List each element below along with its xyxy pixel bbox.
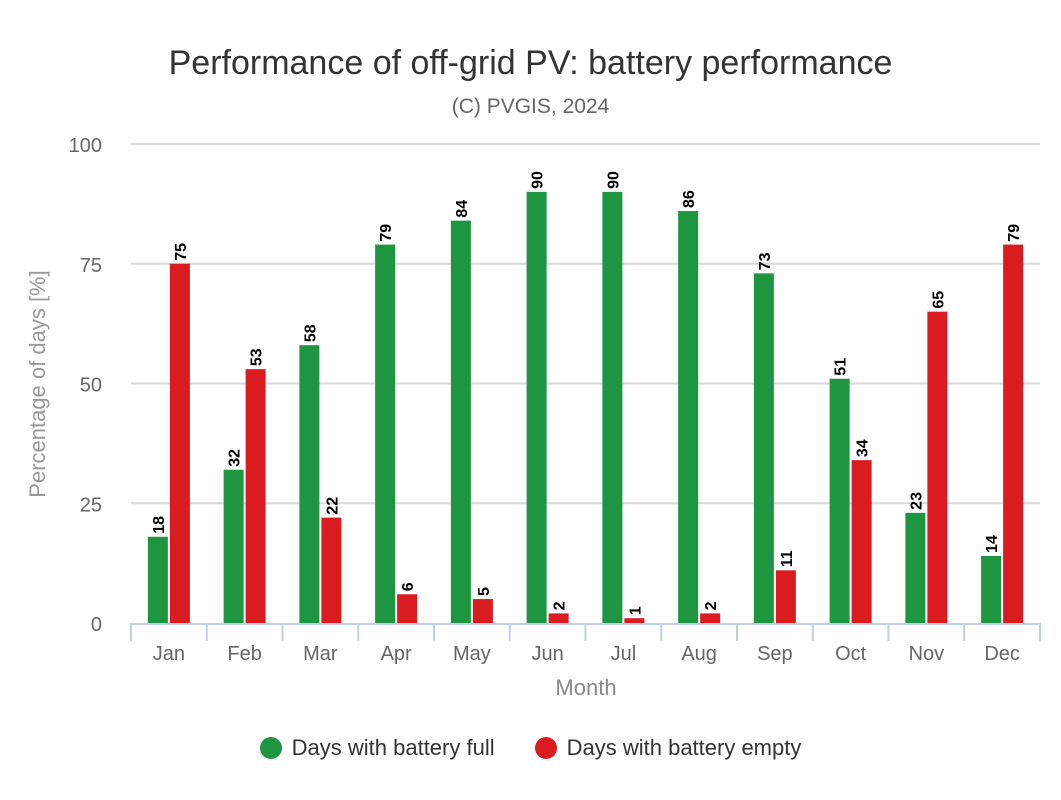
data-label: 32 — [227, 449, 244, 467]
data-label: 90 — [530, 171, 547, 189]
chart-title: Performance of off-grid PV: battery perf… — [168, 44, 893, 82]
x-tick-label: Oct — [835, 643, 867, 665]
y-tick-label: 75 — [80, 255, 102, 277]
bar-battery-empty[interactable] — [775, 570, 796, 623]
bar-battery-full[interactable] — [753, 273, 774, 623]
bar-battery-empty[interactable] — [321, 517, 342, 623]
data-label: 84 — [454, 200, 471, 218]
bar-battery-full[interactable] — [526, 191, 547, 623]
data-label: 65 — [930, 291, 947, 309]
data-label: 1 — [627, 606, 644, 615]
bar-battery-full[interactable] — [602, 191, 623, 623]
bar-battery-empty[interactable] — [927, 311, 948, 623]
x-tick-label: Jul — [611, 643, 637, 665]
data-label: 2 — [703, 601, 720, 610]
y-tick-label: 50 — [80, 375, 102, 397]
data-label: 34 — [855, 439, 872, 457]
legend-label-battery-full: Days with battery full — [291, 735, 495, 760]
x-axis: Jan Feb Mar Apr May Jun Jul Aug Sep Oct Nov Dec — [130, 623, 1041, 665]
x-tick-label: Sep — [757, 643, 793, 665]
data-label: 79 — [1006, 224, 1023, 242]
bar-battery-empty[interactable] — [245, 369, 266, 623]
x-tick-label: Dec — [984, 643, 1020, 665]
y-axis-ticks: 0 25 50 75 100 — [69, 135, 102, 636]
data-label: 5 — [476, 587, 493, 596]
bar-battery-full[interactable] — [981, 555, 1002, 623]
legend-item-battery-empty[interactable]: Days with battery empty — [534, 735, 802, 761]
x-axis-label: Month — [555, 675, 616, 700]
data-label: 23 — [908, 492, 925, 510]
x-tick-label: Jun — [532, 643, 564, 665]
bar-battery-full[interactable] — [450, 220, 471, 623]
bar-battery-full[interactable] — [678, 211, 699, 623]
bar-battery-empty[interactable] — [851, 460, 872, 623]
bar-battery-full[interactable] — [905, 512, 926, 623]
data-label: 79 — [378, 224, 395, 242]
x-tick-label: May — [453, 643, 491, 665]
legend-item-battery-full[interactable]: Days with battery full — [259, 735, 495, 761]
legend-marker-battery-full — [259, 737, 282, 759]
bar-battery-empty[interactable] — [548, 613, 569, 623]
x-tick-label: Nov — [909, 643, 945, 665]
data-label: 14 — [984, 535, 1001, 553]
bar-battery-empty[interactable] — [472, 599, 493, 623]
bar-battery-empty[interactable] — [1003, 244, 1024, 623]
bar-battery-full[interactable] — [829, 378, 850, 623]
data-label: 18 — [151, 516, 168, 534]
legend: Days with battery full Days with battery… — [0, 735, 1061, 761]
y-axis-label: Percentage of days [%] — [25, 270, 50, 497]
legend-marker-battery-empty — [534, 737, 557, 759]
x-tick-label: Apr — [381, 643, 412, 665]
data-label: 51 — [833, 358, 850, 376]
x-tick-label: Mar — [303, 643, 338, 665]
bar-battery-empty[interactable] — [700, 613, 721, 623]
x-tick-label: Feb — [227, 643, 261, 665]
data-label: 58 — [302, 324, 319, 342]
data-label: 6 — [400, 582, 417, 591]
data-label: 86 — [681, 190, 698, 208]
data-label: 75 — [173, 243, 190, 261]
bar-battery-full[interactable] — [223, 469, 244, 623]
bar-battery-empty[interactable] — [624, 618, 645, 623]
gridlines — [131, 143, 1040, 505]
x-tick-label: Jan — [153, 643, 185, 665]
y-tick-label: 100 — [69, 135, 102, 157]
legend-label-battery-empty: Days with battery empty — [566, 735, 802, 760]
chart-subtitle: (C) PVGIS, 2024 — [451, 95, 610, 118]
bar-battery-full[interactable] — [147, 536, 168, 623]
y-tick-label: 25 — [80, 494, 102, 516]
data-label: 53 — [249, 348, 266, 366]
bar-battery-full[interactable] — [375, 244, 396, 623]
bars — [147, 191, 1024, 623]
x-tick-label: Aug — [681, 643, 717, 665]
data-label: 22 — [324, 497, 341, 515]
y-tick-label: 0 — [91, 614, 102, 636]
bar-battery-empty[interactable] — [397, 594, 418, 623]
data-label: 11 — [779, 550, 796, 567]
data-label: 73 — [757, 252, 774, 270]
bar-battery-full[interactable] — [299, 345, 320, 623]
data-label: 2 — [552, 601, 569, 610]
bar-battery-empty[interactable] — [169, 263, 190, 623]
data-label: 90 — [605, 171, 622, 189]
